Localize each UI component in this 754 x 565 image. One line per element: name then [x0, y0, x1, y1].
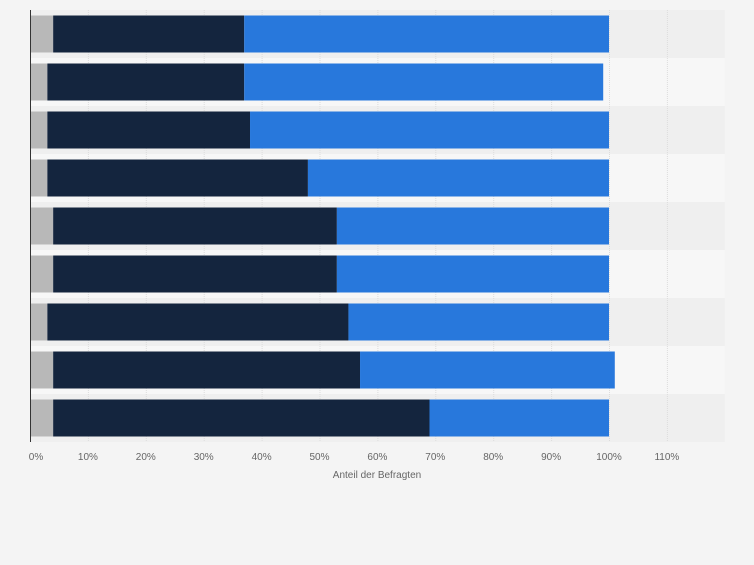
x-tick-label: 10%	[78, 452, 98, 463]
bar-segment	[30, 303, 48, 341]
bar-segment	[47, 63, 245, 101]
x-tick-label: 70%	[425, 452, 445, 463]
bar-segment	[336, 255, 609, 293]
bar-segment	[30, 207, 54, 245]
bar-segment	[47, 159, 308, 197]
x-tick-label: 110%	[654, 452, 679, 463]
x-tick-label: 60%	[367, 452, 387, 463]
x-tick-label: 0%	[29, 452, 44, 463]
x-tick-label: 90%	[541, 452, 561, 463]
x-tick-label: 20%	[136, 452, 156, 463]
x-axis-label: Anteil der Befragten	[333, 470, 421, 481]
x-tick-label: 80%	[483, 452, 503, 463]
bar-segment	[30, 399, 54, 437]
bar-segment	[30, 351, 54, 389]
bar-segment	[30, 15, 54, 53]
bar-segment	[47, 111, 251, 149]
bar-segment	[244, 15, 610, 53]
bar-segment	[53, 351, 361, 389]
x-tick-label: 50%	[309, 452, 329, 463]
bar-segment	[360, 351, 615, 389]
bar-segment	[336, 207, 609, 245]
bar-segment	[244, 63, 604, 101]
bar-segment	[53, 207, 337, 245]
bar-segment	[53, 255, 337, 293]
bar-segment	[307, 159, 609, 197]
bar-segment	[250, 111, 609, 149]
bar-segment	[429, 399, 609, 437]
x-tick-label: 100%	[596, 452, 622, 463]
bar-segment	[53, 15, 245, 53]
x-tick-label: 30%	[194, 452, 214, 463]
bar-segment	[30, 63, 48, 101]
bar-segment	[30, 255, 54, 293]
bar-segment	[30, 111, 48, 149]
bar-segment	[53, 399, 430, 437]
bar-segment	[348, 303, 609, 341]
bar-segment	[47, 303, 349, 341]
bar-segment	[30, 159, 48, 197]
x-tick-label: 40%	[252, 452, 272, 463]
